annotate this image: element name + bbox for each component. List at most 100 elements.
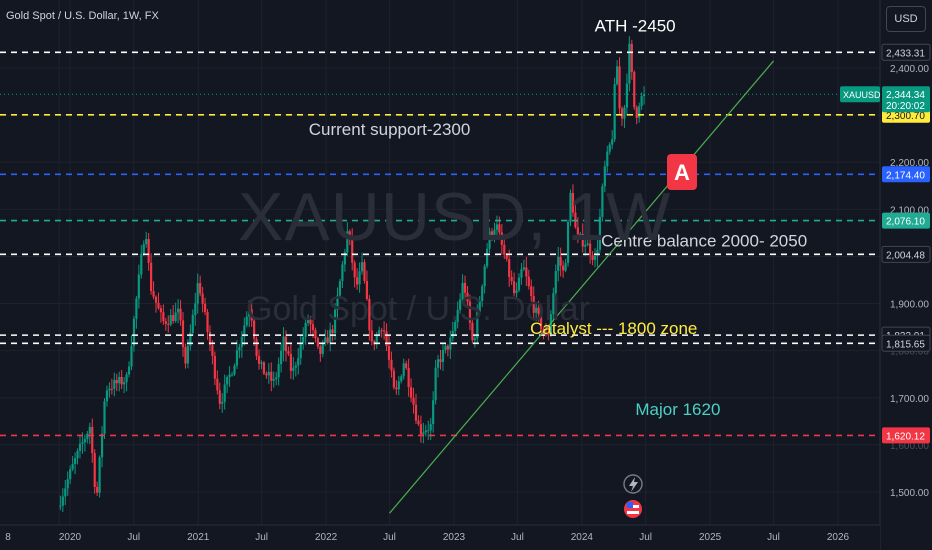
candle-body [324, 337, 327, 343]
candle-body [520, 269, 523, 278]
candle-body [409, 387, 413, 398]
time-tick-label: 8 [5, 532, 11, 543]
candle-body [260, 362, 263, 364]
candle-body [537, 307, 540, 315]
candle-body [358, 271, 361, 285]
horizontal-levels[interactable] [0, 51, 880, 437]
price-tick-label: 1,600.00 [890, 441, 929, 452]
trendline[interactable] [389, 60, 774, 514]
candle-body [115, 380, 118, 384]
candle-body [125, 374, 128, 383]
candle-body [400, 376, 403, 382]
candle-body [576, 227, 579, 235]
candle-body [174, 312, 177, 322]
annotation-text: Current support-2300 [309, 120, 471, 139]
candle-body [61, 496, 64, 506]
candle-body [554, 271, 557, 294]
time-tick-label: 2023 [443, 532, 466, 543]
candle-body [505, 254, 508, 260]
price-level-tag [881, 43, 931, 61]
candle-body [466, 292, 469, 302]
price-tick-label: 1,900.00 [890, 300, 929, 311]
time-tick-label: 2026 [827, 532, 850, 543]
candle-body [88, 426, 91, 434]
candle-body [253, 320, 256, 339]
candle-body [613, 84, 616, 140]
candle-body [319, 346, 322, 354]
candle-body [98, 457, 101, 493]
candle-body [226, 377, 229, 385]
candle-body [429, 424, 432, 431]
currency-button[interactable]: USD [886, 6, 926, 32]
annotation-badge[interactable] [667, 154, 697, 190]
candle-body [552, 293, 555, 315]
candle-body [417, 420, 420, 425]
candle-body [363, 262, 366, 281]
symbol-badge[interactable] [840, 86, 880, 103]
candle-body [532, 296, 535, 313]
candle-body [240, 336, 243, 348]
candle-body [110, 388, 113, 390]
candle-body [638, 106, 641, 118]
candle-body [235, 350, 239, 366]
candle-body [172, 315, 175, 322]
candle-body [630, 43, 633, 72]
time-tick-label: Jul [767, 532, 780, 543]
candle-body [365, 280, 369, 299]
price-level-tag [882, 427, 930, 444]
candle-body [331, 329, 334, 334]
candle-body [287, 351, 290, 354]
candle-body [333, 309, 337, 334]
candle-body [176, 308, 180, 313]
candle-body [564, 262, 567, 271]
time-axis[interactable]: 8 2020 Jul 2021 Jul 2022 Jul 2023 Jul 2024 Jul 2025… [0, 524, 880, 550]
candle-body [338, 281, 342, 296]
candle-body [64, 488, 67, 497]
candle-body [596, 249, 599, 256]
candle-body [434, 367, 437, 401]
candle-body [277, 364, 280, 378]
time-tick-label: 2024 [571, 532, 594, 543]
candle-body [375, 334, 378, 345]
candle-body [571, 192, 575, 213]
candle-body [500, 232, 503, 245]
candle-body [186, 345, 189, 364]
candle-body [93, 453, 96, 487]
candle-body [206, 312, 209, 333]
candle-body [387, 345, 391, 360]
candle-body [615, 66, 619, 85]
candle-body [562, 265, 565, 271]
countdown-label: 20:20:02 [886, 101, 925, 112]
time-tick-label: Jul [127, 532, 140, 543]
trendline-group[interactable] [389, 60, 774, 514]
candle-body [407, 368, 410, 388]
candle-body [603, 166, 606, 187]
price-level-tag [881, 245, 931, 263]
candle-body [593, 255, 597, 260]
time-tick-label: Jul [383, 532, 396, 543]
candle-body [547, 334, 550, 336]
candle-body [201, 293, 204, 304]
candle-body [591, 255, 594, 260]
candle-body [493, 229, 496, 236]
candle-body [498, 224, 501, 233]
candle-body [456, 309, 459, 323]
candle-body [245, 316, 248, 326]
candle-body [329, 329, 332, 343]
candle-body [346, 231, 349, 253]
candle-body [486, 248, 489, 267]
candle-body [439, 359, 442, 363]
price-level-tag [881, 334, 931, 352]
candle-body [461, 282, 464, 300]
candle-body [584, 244, 587, 247]
price-axis[interactable]: 1,500.00 1,600.00 1,700.00 1,800.00 1,900.00… [840, 0, 932, 550]
candle-body [589, 243, 592, 256]
candle-body [164, 321, 167, 324]
time-tick-label: Jul [255, 532, 268, 543]
candle-body [348, 231, 351, 238]
candle-body [569, 192, 572, 223]
candle-body [427, 430, 430, 432]
event-icons[interactable] [623, 474, 643, 518]
